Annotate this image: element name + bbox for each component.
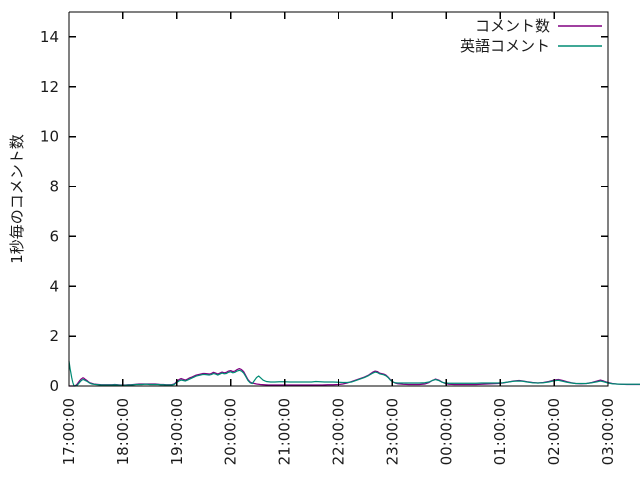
data-series-group [68, 360, 640, 387]
x-tick-label: 20:00:00 [222, 398, 240, 465]
y-tick-label: 4 [49, 277, 59, 295]
y-axis-label: 1秒毎のコメント数 [8, 134, 26, 264]
series-line-2 [68, 360, 640, 387]
x-tick-label: 18:00:00 [114, 398, 132, 465]
y-tick-label: 12 [40, 78, 59, 96]
y-tick-label: 8 [49, 178, 59, 196]
plot-frame [68, 11, 609, 387]
y-axis-title: 1秒毎のコメント数 [8, 134, 26, 264]
x-tick-label: 01:00:00 [491, 398, 509, 465]
x-tick-label: 21:00:00 [276, 398, 294, 465]
y-axis-ticks: 0 2 4 6 8 10 12 14 [40, 28, 608, 395]
y-tick-label: 2 [49, 327, 59, 345]
x-tick-label: 17:00:00 [60, 398, 78, 465]
y-tick-label: 10 [40, 128, 59, 146]
x-axis-ticks: 17:00:00 18:00:00 19:00:00 20:00:00 21:00:00… [60, 12, 617, 465]
y-tick-label: 14 [40, 28, 59, 46]
legend-label-1: コメント数 [475, 17, 550, 35]
y-tick-label: 0 [49, 377, 59, 395]
x-tick-label: 22:00:00 [330, 398, 348, 465]
x-tick-label: 19:00:00 [168, 398, 186, 465]
x-tick-label: 03:00:00 [599, 398, 617, 465]
y-tick-label: 6 [49, 227, 59, 245]
x-tick-label: 00:00:00 [437, 398, 455, 465]
x-tick-label: 23:00:00 [383, 398, 401, 465]
axis-frame [68, 11, 609, 387]
legend-label-2: 英語コメント [460, 37, 550, 55]
x-tick-label: 02:00:00 [545, 398, 563, 465]
